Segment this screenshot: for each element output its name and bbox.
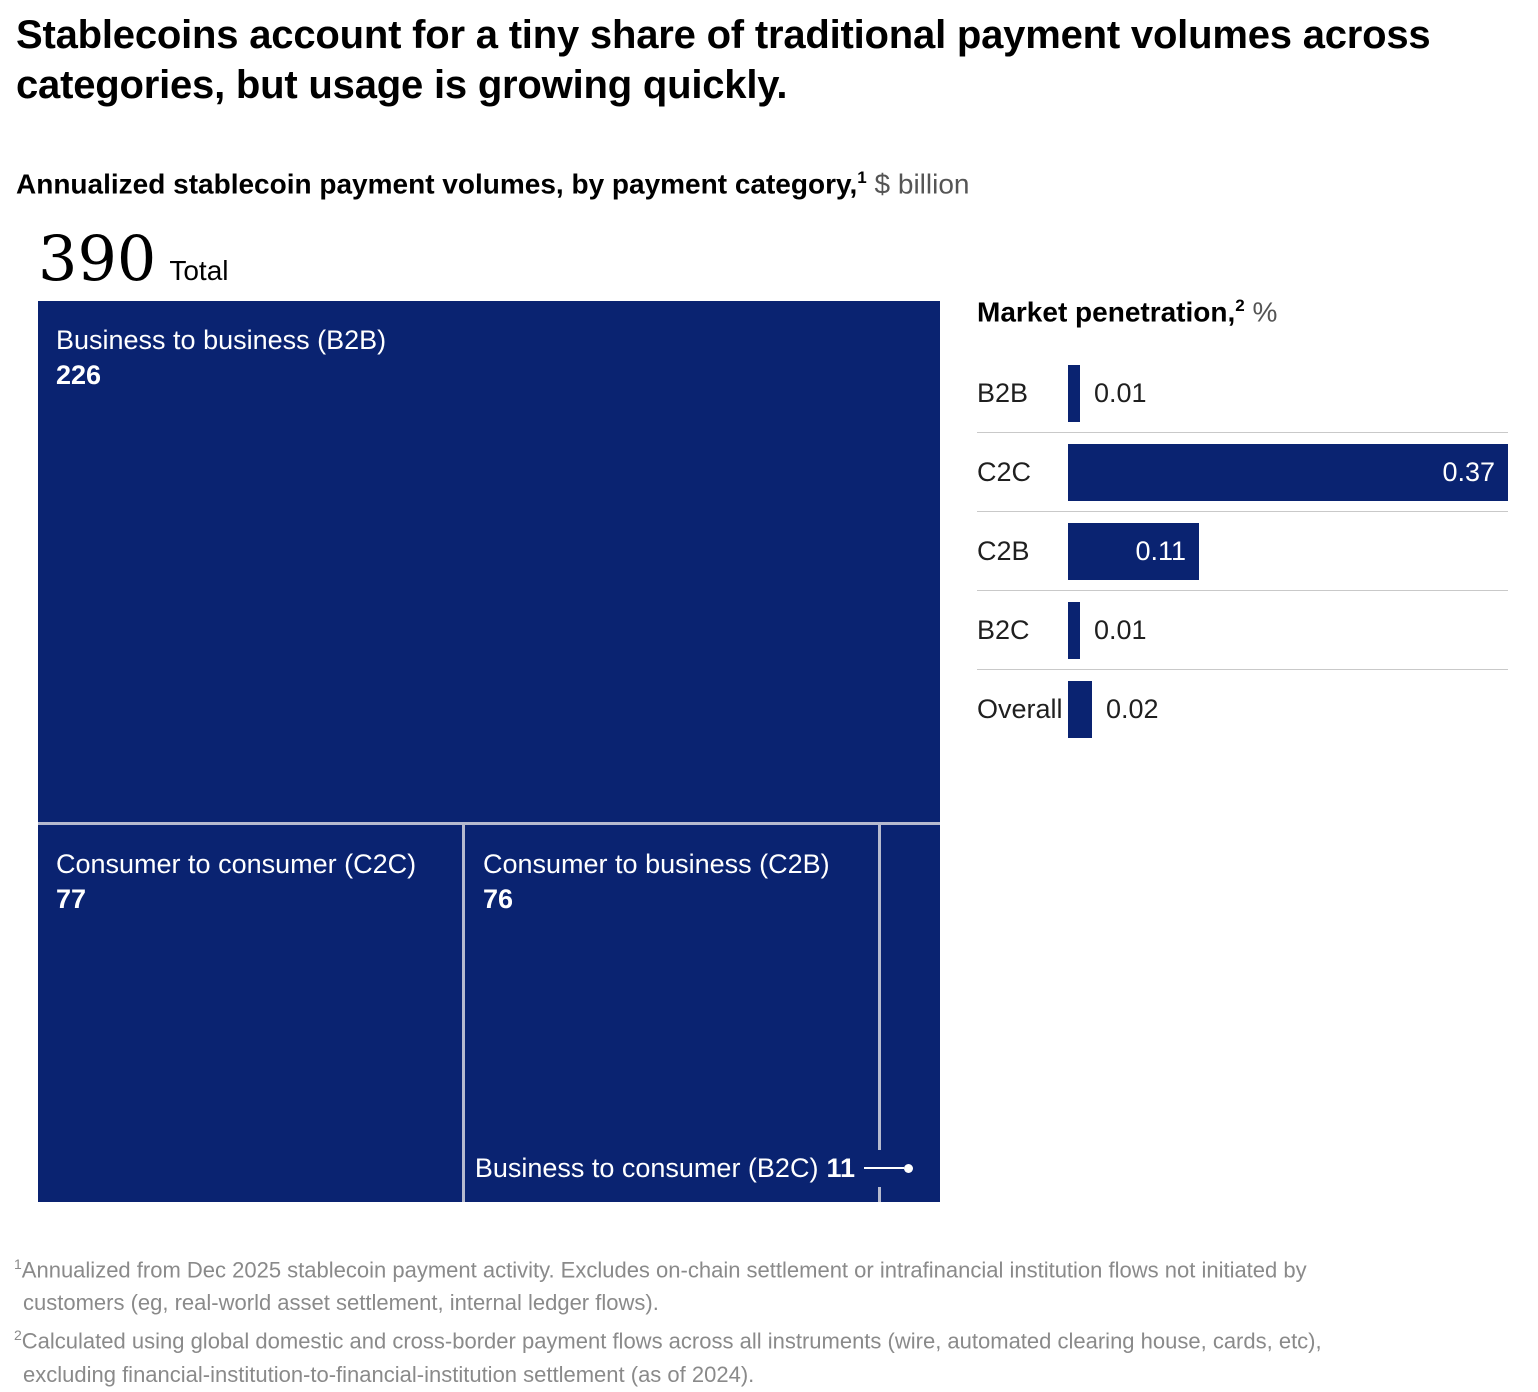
penetration-bar-chart: B2B 0.01 C2C 0.37 C2B 0.11 B2C	[977, 354, 1508, 749]
penetration-header-main: Market penetration,	[977, 296, 1236, 328]
bar-b2b-value: 0.01	[1094, 377, 1147, 408]
treemap-cell-b2c-value: 11	[826, 1152, 855, 1183]
footnote-2: 2Calculated using global domestic and cr…	[14, 1319, 1390, 1390]
chart-subtitle-main: Annualized stablecoin payment volumes, b…	[16, 168, 858, 200]
bar-overall	[1068, 681, 1092, 738]
treemap-cell-c2c: Consumer to consumer (C2C) 77	[38, 825, 462, 1202]
treemap-cell-b2c	[881, 825, 940, 1202]
treemap-total: 390 Total	[38, 222, 229, 295]
bar-c2c: 0.37	[1068, 443, 1508, 501]
callout-leader	[864, 1149, 913, 1187]
chart-subtitle: Annualized stablecoin payment volumes, b…	[16, 168, 969, 200]
bar-c2c-value: 0.37	[1442, 456, 1495, 487]
callout-line	[864, 1167, 904, 1169]
treemap-cell-c2c-value: 77	[56, 884, 87, 914]
bar-row-b2b: B2B 0.01	[977, 354, 1508, 433]
treemap-cell-b2b-value: 226	[56, 360, 102, 390]
treemap-cell-c2b-value: 76	[483, 884, 514, 914]
chart-title: Stablecoins account for a tiny share of …	[16, 10, 1516, 110]
bar-row-c2c: C2C 0.37	[977, 433, 1508, 512]
treemap-b2c-callout: Business to consumer (B2C) 11	[474, 1149, 913, 1187]
bar-row-c2b: C2B 0.11	[977, 512, 1508, 591]
bar-b2b	[1068, 364, 1080, 422]
bar-row-b2c: B2C 0.01	[977, 591, 1508, 670]
treemap-cell-b2c-label: Business to consumer (B2C)	[474, 1152, 819, 1183]
treemap-total-label: Total	[169, 255, 229, 286]
footnote-1-marker: 1	[14, 1256, 22, 1272]
chart-title-line2: categories, but usage is growing quickly…	[16, 63, 788, 107]
footnotes: 1Annualized from Dec 2025 stablecoin pay…	[14, 1248, 1390, 1392]
bar-row-b2c-label: B2C	[977, 614, 1030, 645]
footnote-2-text: Calculated using global domestic and cro…	[21, 1328, 1322, 1387]
bar-b2c-value: 0.01	[1094, 614, 1147, 645]
chart-subtitle-unit: $ billion	[866, 168, 970, 200]
bar-overall-value: 0.02	[1106, 694, 1159, 724]
bar-row-c2b-label: C2B	[977, 535, 1030, 566]
penetration-header: Market penetration,2 %	[977, 296, 1277, 328]
bar-row-overall: Overall 0.02	[977, 670, 1508, 749]
bar-row-c2c-label: C2C	[977, 456, 1032, 487]
treemap-cell-c2c-label: Consumer to consumer (C2C)	[56, 849, 417, 879]
treemap-cell-c2b-label: Consumer to business (C2B)	[483, 849, 830, 879]
treemap: Business to business (B2B) 226 Consumer …	[38, 301, 940, 1202]
callout-dot-icon	[904, 1163, 913, 1173]
subtitle-footnote-marker: 1	[857, 168, 867, 187]
footnote-2-marker: 2	[14, 1327, 22, 1344]
treemap-cell-c2b: Consumer to business (C2B) 76	[465, 825, 878, 1202]
treemap-cell-b2b-label: Business to business (B2B)	[56, 325, 387, 355]
penetration-footnote-marker: 2	[1235, 296, 1245, 315]
bar-c2b: 0.11	[1068, 522, 1199, 580]
bar-row-overall-label: Overall	[977, 694, 1063, 724]
bar-row-b2b-label: B2B	[977, 377, 1029, 408]
treemap-total-value: 390	[38, 222, 157, 295]
treemap-cell-b2b: Business to business (B2B) 226	[38, 301, 940, 822]
footnote-1-text: Annualized from Dec 2025 stablecoin paym…	[21, 1257, 1307, 1316]
footnote-1: 1Annualized from Dec 2025 stablecoin pay…	[14, 1248, 1390, 1319]
chart-title-line1: Stablecoins account for a tiny share of …	[16, 13, 1431, 57]
bar-c2b-value: 0.11	[1135, 535, 1186, 566]
bar-b2c	[1068, 601, 1080, 659]
penetration-header-unit: %	[1244, 296, 1278, 328]
